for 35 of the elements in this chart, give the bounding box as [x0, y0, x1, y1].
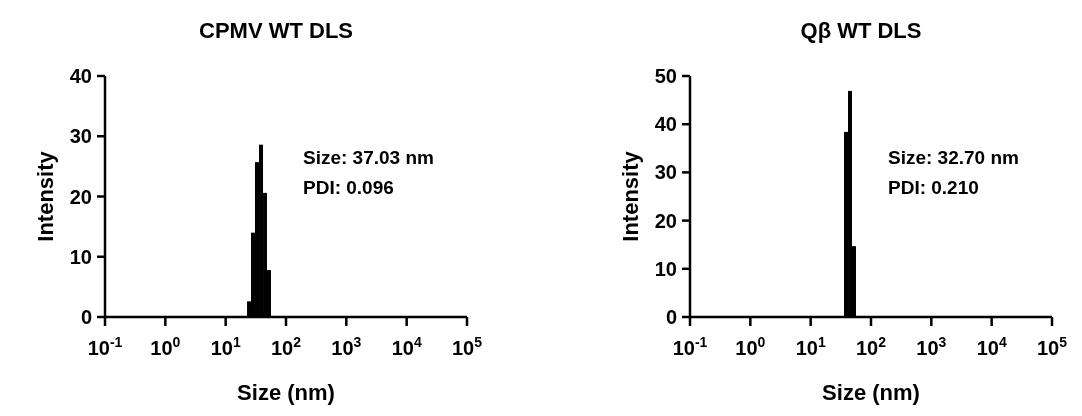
- x-tick-label: 10$^{4}$: [391, 334, 422, 359]
- x-tick-label: 10$^{1}$: [210, 334, 241, 359]
- x-tick-label: 10$^{0}$: [150, 334, 181, 359]
- annotation: Size: 37.03 nm: [303, 147, 434, 168]
- x-tick-label: 10$^{0}$: [735, 334, 766, 359]
- y-tick-label: 40: [69, 65, 92, 87]
- x-tick-label: 10$^{4}$: [976, 334, 1007, 359]
- y-tick-label: 10: [69, 245, 92, 268]
- annotation: Size: 32.70 nm: [888, 147, 1019, 168]
- y-tick-label: 30: [69, 125, 92, 148]
- x-tick-label: 10$^{5}$: [1036, 334, 1068, 359]
- y-tick-label: 20: [69, 185, 92, 208]
- y-tick-label: 10: [654, 257, 677, 280]
- x-tick-label: 10$^{3}$: [916, 334, 947, 359]
- x-tick-label: 10$^{-1}$: [672, 334, 708, 359]
- x-tick-label: 10$^{3}$: [331, 334, 362, 359]
- y-axis-title: Intensity: [618, 150, 643, 242]
- y-tick-label: 0: [80, 306, 92, 328]
- y-tick-label: 30: [654, 161, 677, 184]
- y-tick-label: 20: [654, 209, 677, 232]
- x-axis-title: Size (nm): [237, 380, 335, 405]
- chart-title: Qβ WT DLS: [800, 18, 922, 43]
- x-tick-label: 10$^{5}$: [451, 334, 483, 359]
- chart-title: CPMV WT DLS: [199, 18, 353, 43]
- annotation: PDI: 0.210: [888, 177, 979, 198]
- y-tick-label: 50: [654, 65, 677, 87]
- y-axis-title: Intensity: [33, 150, 58, 242]
- annotation: PDI: 0.096: [303, 177, 394, 198]
- x-tick-label: 10$^{2}$: [270, 334, 302, 359]
- y-tick-label: 0: [665, 306, 677, 328]
- x-tick-label: 10$^{-1}$: [87, 334, 123, 359]
- x-tick-label: 10$^{1}$: [795, 334, 826, 359]
- x-axis-title: Size (nm): [822, 380, 920, 405]
- y-tick-label: 40: [654, 113, 677, 136]
- x-tick-label: 10$^{2}$: [855, 334, 887, 359]
